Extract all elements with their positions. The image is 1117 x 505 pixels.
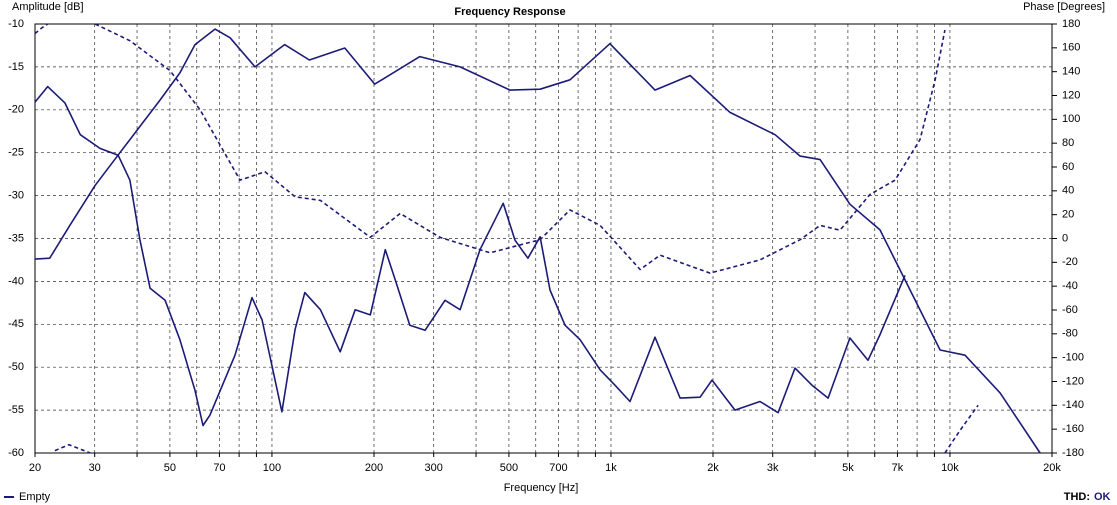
y-tick-label: -45 [8,318,24,330]
y-axis-label: Amplitude [dB] [12,1,84,13]
y2-axis-label: Phase [Degrees] [1023,1,1105,13]
y2-tick-label: 140 [1062,66,1080,78]
y2-tick-label: 180 [1062,18,1080,30]
x-tick-label: 70 [213,462,225,474]
y2-tick-label: 20 [1062,209,1074,221]
y2-tick-label: 100 [1062,113,1080,125]
y2-tick-label: -40 [1062,280,1078,292]
y2-tick-label: -160 [1062,423,1084,435]
y2-tick-label: 60 [1062,161,1074,173]
x-tick-label: 20k [1043,462,1061,474]
x-tick-label: 1k [605,462,617,474]
status: OK [1094,491,1111,503]
x-tick-label: 700 [549,462,567,474]
y2-tick-label: 120 [1062,89,1080,101]
y-tick-label: -25 [8,147,24,159]
y-tick-label: -35 [8,232,24,244]
y2-tick-label: 0 [1062,232,1068,244]
x-tick-label: 100 [263,462,281,474]
y-tick-label: -55 [8,404,24,416]
x-tick-label: 50 [164,462,176,474]
x-tick-label: 2k [707,462,719,474]
y2-tick-label: -60 [1062,304,1078,316]
x-tick-label: 3k [767,462,779,474]
x-tick-label: 500 [500,462,518,474]
y2-tick-label: -140 [1062,399,1084,411]
y2-tick-label: -20 [1062,256,1078,268]
y-tick-label: -30 [8,190,24,202]
y2-tick-label: -80 [1062,328,1078,340]
y-tick-label: -10 [8,18,24,30]
y-tick-label: -20 [8,104,24,116]
x-tick-label: 300 [425,462,443,474]
x-tick-label: 20 [29,462,41,474]
x-tick-label: 7k [892,462,904,474]
y-tick-label: -15 [8,61,24,73]
legend-label: Empty [19,491,51,503]
y2-tick-label: 160 [1062,42,1080,54]
series-line [34,23,979,454]
series-line [34,28,1041,454]
y-tick-label: -40 [8,275,24,287]
y2-tick-label: 40 [1062,185,1074,197]
x-tick-label: 200 [365,462,383,474]
y-tick-label: -60 [8,447,24,459]
x-tick-label: 10k [941,462,959,474]
x-tick-label: 5k [842,462,854,474]
plot-border [34,23,1053,454]
series-line [34,85,906,427]
x-axis-label: Frequency [Hz] [504,482,579,494]
y-tick-label: -50 [8,361,24,373]
x-tick-label: 30 [89,462,101,474]
y2-tick-label: 80 [1062,137,1074,149]
y2-tick-label: -120 [1062,375,1084,387]
y2-tick-label: -180 [1062,447,1084,459]
y2-tick-label: -100 [1062,352,1084,364]
status-label: THD: [1064,491,1090,503]
chart-title: Frequency Response [454,6,565,18]
